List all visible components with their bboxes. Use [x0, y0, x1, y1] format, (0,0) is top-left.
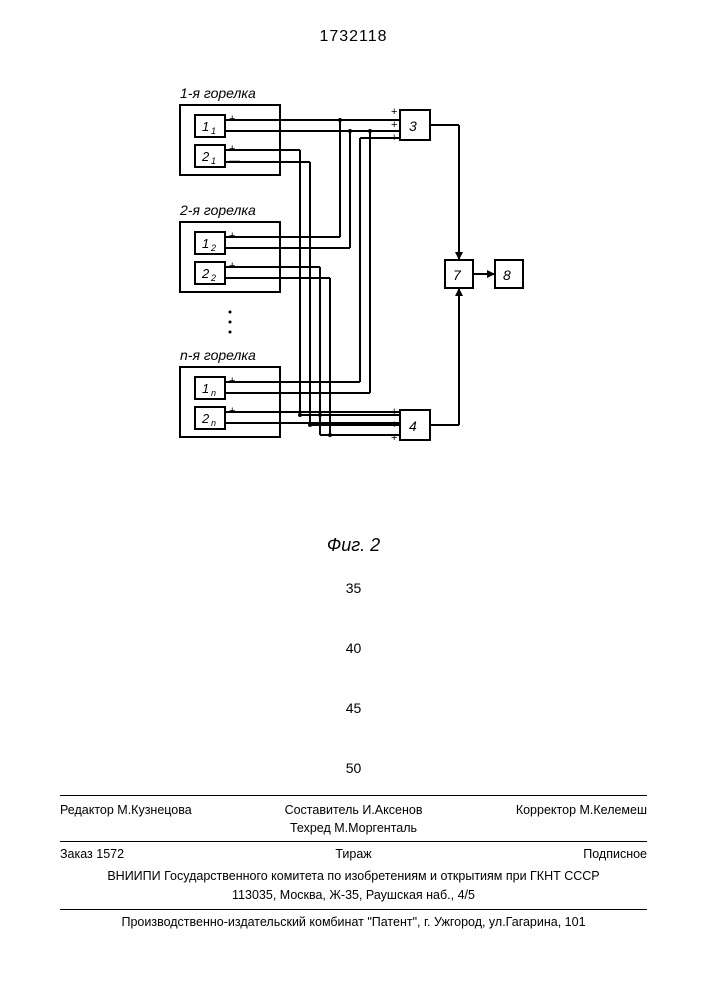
tirazh-label: Тираж — [256, 846, 452, 864]
svg-text:1: 1 — [202, 236, 209, 251]
svg-text:1: 1 — [202, 381, 209, 396]
line-number-40: 40 — [0, 640, 707, 656]
burner1-title: 1-я горелка — [180, 85, 256, 101]
figure-caption: Фиг. 2 — [0, 535, 707, 556]
svg-text:n: n — [211, 418, 216, 428]
editor-label: Редактор М.Кузнецова — [60, 802, 256, 837]
compiler-label: Составитель И.Аксенов — [256, 802, 452, 820]
subscription-label: Подписное — [451, 846, 647, 864]
svg-text:4: 4 — [409, 418, 417, 434]
svg-text:2: 2 — [201, 411, 210, 426]
svg-text:1: 1 — [211, 156, 216, 166]
svg-text:2: 2 — [210, 273, 216, 283]
line-number-50: 50 — [0, 760, 707, 776]
line-number-35: 35 — [0, 580, 707, 596]
burner2-title: 2-я горелка — [179, 202, 256, 218]
svg-text:1: 1 — [202, 119, 209, 134]
imprint-footer: Редактор М.Кузнецова Составитель И.Аксен… — [60, 795, 647, 931]
burnern-title: n-я горелка — [180, 347, 256, 363]
svg-text:n: n — [211, 388, 216, 398]
svg-text:+: + — [391, 432, 397, 444]
svg-text:2: 2 — [210, 243, 216, 253]
tech-label: Техред М.Моргенталь — [256, 820, 452, 838]
addr1-label: 113035, Москва, Ж-35, Раушская наб., 4/5 — [60, 887, 647, 905]
svg-text:7: 7 — [453, 267, 462, 283]
svg-text:8: 8 — [503, 267, 511, 283]
org1-label: ВНИИПИ Государственного комитета по изоб… — [60, 868, 647, 886]
svg-text:+: + — [391, 106, 397, 118]
order-label: Заказ 1572 — [60, 846, 256, 864]
line-number-45: 45 — [0, 700, 707, 716]
svg-text:3: 3 — [409, 118, 417, 134]
schematic-diagram: 1-я горелка 1 1 2 1 + — + — 2-я горелка … — [170, 80, 530, 520]
document-number: 1732118 — [0, 28, 707, 46]
corrector-label: Корректор М.Келемеш — [451, 802, 647, 837]
org2-label: Производственно-издательский комбинат "П… — [60, 914, 647, 932]
svg-text:1: 1 — [211, 126, 216, 136]
svg-text:2: 2 — [201, 149, 210, 164]
svg-text:2: 2 — [201, 266, 210, 281]
